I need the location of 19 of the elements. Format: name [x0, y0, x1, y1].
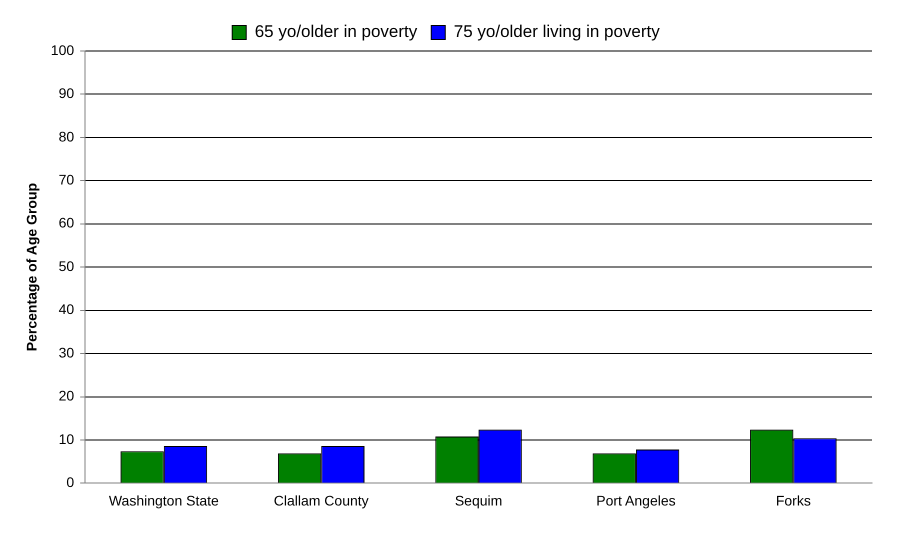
y-tick-label: 40: [58, 301, 74, 318]
x-tick-label: Clallam County: [274, 492, 369, 508]
y-tick-label: 10: [58, 430, 74, 447]
y-tick-label: 30: [58, 344, 74, 360]
y-tick-label: 100: [50, 42, 74, 58]
x-tick-label: Washington State: [108, 492, 220, 508]
legend-label: 65 yo/older in poverty: [254, 22, 418, 42]
legend-label: 75 yo/older living in poverty: [454, 22, 660, 42]
x-tick-label: Forks: [776, 492, 811, 508]
y-axis-title: Percentage of Age Group: [23, 182, 40, 352]
y-tick-label: 50: [58, 258, 74, 274]
x-tick-label: Sequim: [454, 492, 502, 508]
y-tick-label: 90: [58, 85, 74, 102]
x-tick-label: Port Angeles: [596, 492, 676, 508]
y-tick-label: 70: [58, 172, 74, 188]
y-tick-label: 20: [58, 388, 74, 404]
y-tick-label: 60: [58, 214, 74, 231]
y-tick-label: 80: [58, 128, 74, 144]
y-tick-label: 0: [66, 474, 74, 490]
